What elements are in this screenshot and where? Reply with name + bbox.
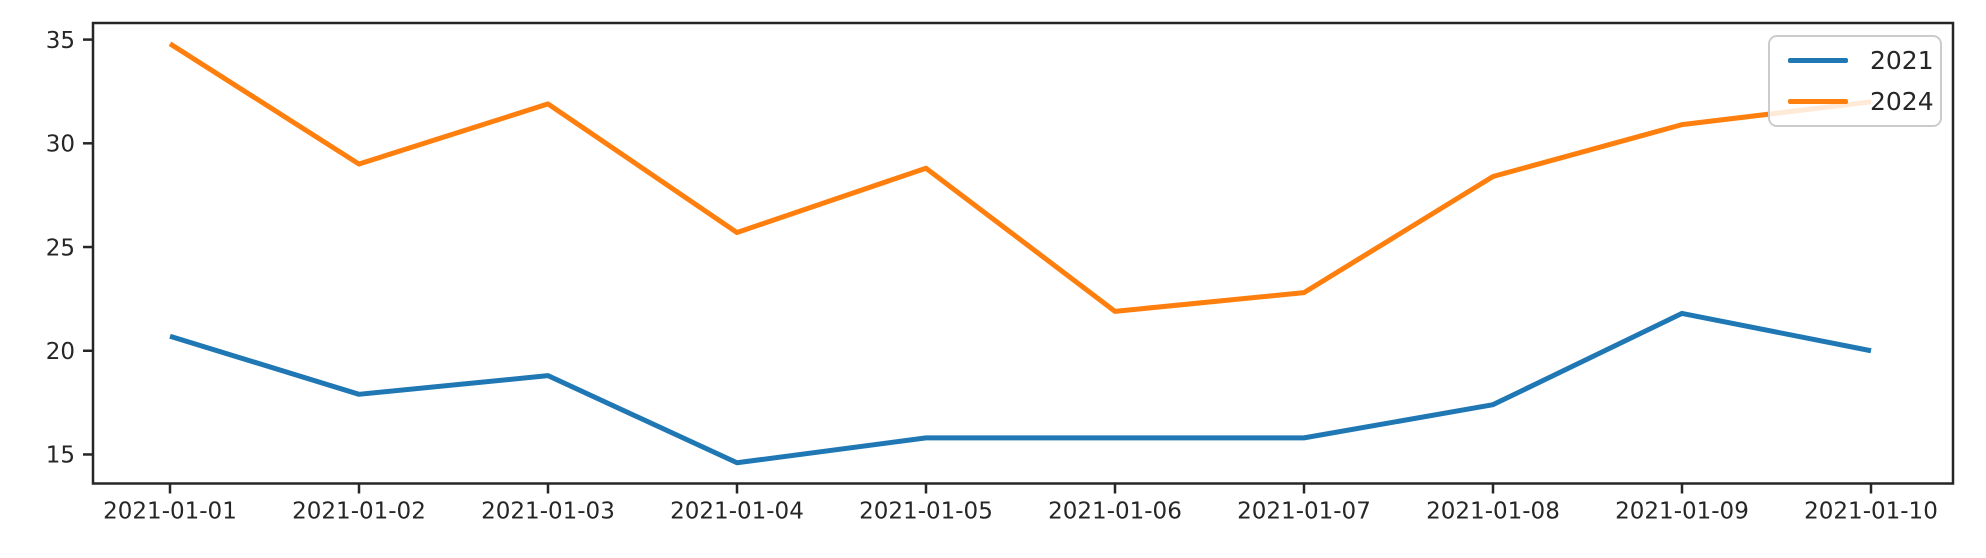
legend-item-2024: 2024 <box>1788 89 1934 114</box>
legend-item-2021: 2021 <box>1788 48 1934 73</box>
x-tick-label: 2021-01-08 <box>1426 499 1560 525</box>
x-tick-label: 2021-01-03 <box>481 499 615 525</box>
axes-frame <box>91 21 1955 485</box>
legend-label: 2024 <box>1870 87 1934 116</box>
y-tick-label: 35 <box>46 28 75 54</box>
y-tick-label: 25 <box>46 235 75 261</box>
x-tick-label: 2021-01-01 <box>103 499 237 525</box>
x-tick-label: 2021-01-09 <box>1615 499 1749 525</box>
series-line-2024 <box>168 41 1872 314</box>
x-tick-label: 2021-01-06 <box>1048 499 1182 525</box>
x-tick-label: 2021-01-10 <box>1804 499 1938 525</box>
y-tick-label: 15 <box>46 443 75 469</box>
legend-label: 2021 <box>1870 46 1934 75</box>
legend-line-swatch-2021 <box>1788 58 1848 63</box>
series-line-2021 <box>169 310 1872 466</box>
legend: 2021 2024 <box>1768 35 1942 127</box>
x-tick-label: 2021-01-04 <box>670 499 804 525</box>
y-tick-label: 20 <box>46 339 75 365</box>
x-tick-label: 2021-01-05 <box>859 499 993 525</box>
y-tick-label: 30 <box>46 132 75 158</box>
x-tick-label: 2021-01-02 <box>292 499 426 525</box>
x-tick-label: 2021-01-07 <box>1237 499 1371 525</box>
legend-line-swatch-2024 <box>1788 99 1848 104</box>
